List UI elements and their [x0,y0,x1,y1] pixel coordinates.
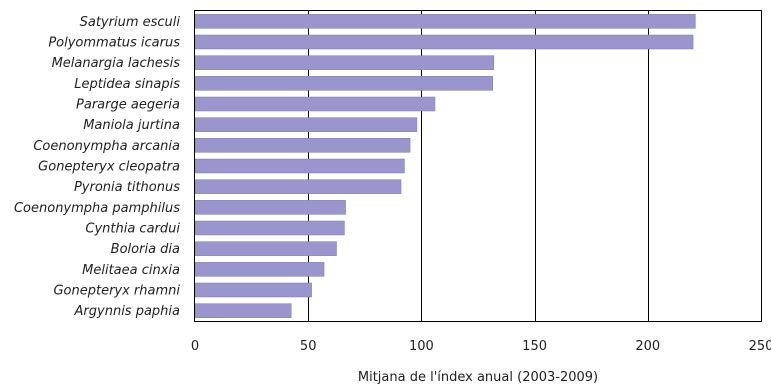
category-label: Leptidea sinapis [74,77,180,92]
category-label: Satyrium esculi [80,15,181,30]
bar [194,241,337,256]
bar [194,262,325,277]
category-label: Maniola jurtina [83,118,180,133]
category-label: Cynthia cardui [85,222,180,237]
x-tick-labels: 0 50 100 150 200 250 [191,339,771,354]
bar [194,76,493,91]
bars [194,14,696,318]
category-label: Coenonympha arcania [33,139,180,154]
bar [194,117,418,132]
category-label: Melitaea cinxia [82,263,180,278]
category-label: Polyommatus icarus [48,36,180,51]
bar [194,158,405,174]
category-label: Coenonympha pamphilus [14,201,180,216]
bar [194,55,495,70]
bar [194,34,694,50]
bar [194,138,411,153]
category-label: Argynnis paphia [74,304,181,319]
x-tick-label: 0 [191,339,199,354]
plot-frame [194,10,762,322]
x-tick-label: 100 [409,339,434,354]
bar [194,14,696,29]
bar [194,303,292,318]
category-label: Gonepteryx cleopatra [38,160,180,175]
bar [194,282,312,298]
category-label: Boloria dia [111,242,180,257]
x-tick-label: 200 [635,339,660,354]
category-labels: Satyrium esculi Polyommatus icarus Melanar… [14,15,180,319]
bar [194,179,402,194]
category-label: Gonepteryx rhamni [53,284,180,299]
x-tick-label: 50 [300,339,317,354]
x-axis-title: Mitjana de l'índex anual (2003-2009) [358,370,598,385]
bar [194,96,436,112]
category-label: Pyronia tithonus [74,180,180,195]
bar [194,200,346,215]
x-tick-label: 250 [749,339,771,354]
x-tick-label: 150 [522,339,547,354]
bar [194,220,345,236]
category-label: Pararge aegeria [76,98,180,113]
category-label: Melanargia lachesis [52,56,181,71]
